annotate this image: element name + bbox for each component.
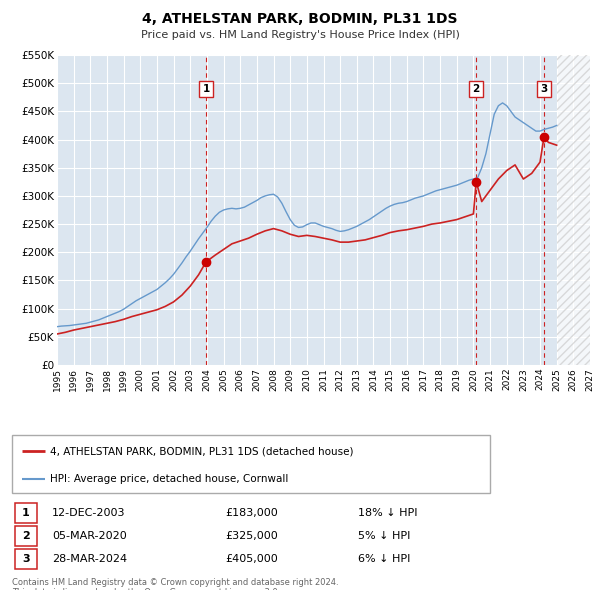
Text: 4, ATHELSTAN PARK, BODMIN, PL31 1DS (detached house): 4, ATHELSTAN PARK, BODMIN, PL31 1DS (det… — [50, 446, 354, 456]
Text: Price paid vs. HM Land Registry's House Price Index (HPI): Price paid vs. HM Land Registry's House … — [140, 30, 460, 40]
Text: 2: 2 — [22, 531, 29, 541]
FancyBboxPatch shape — [15, 503, 37, 523]
Text: 12-DEC-2003: 12-DEC-2003 — [52, 508, 126, 518]
Text: 05-MAR-2020: 05-MAR-2020 — [52, 531, 127, 541]
Text: £325,000: £325,000 — [225, 531, 278, 541]
Text: £183,000: £183,000 — [225, 508, 278, 518]
Text: 2: 2 — [473, 84, 480, 94]
Text: 5% ↓ HPI: 5% ↓ HPI — [358, 531, 410, 541]
Text: 18% ↓ HPI: 18% ↓ HPI — [358, 508, 417, 518]
Text: 3: 3 — [22, 554, 29, 564]
Text: £405,000: £405,000 — [225, 554, 278, 564]
Text: 6% ↓ HPI: 6% ↓ HPI — [358, 554, 410, 564]
FancyBboxPatch shape — [15, 549, 37, 569]
FancyBboxPatch shape — [15, 526, 37, 546]
FancyBboxPatch shape — [12, 435, 490, 493]
Text: Contains HM Land Registry data © Crown copyright and database right 2024.
This d: Contains HM Land Registry data © Crown c… — [12, 578, 338, 590]
Text: HPI: Average price, detached house, Cornwall: HPI: Average price, detached house, Corn… — [50, 474, 289, 483]
Text: 4, ATHELSTAN PARK, BODMIN, PL31 1DS: 4, ATHELSTAN PARK, BODMIN, PL31 1DS — [142, 12, 458, 26]
Text: 1: 1 — [22, 508, 29, 518]
Text: 28-MAR-2024: 28-MAR-2024 — [52, 554, 127, 564]
Text: 3: 3 — [541, 84, 548, 94]
Text: 1: 1 — [202, 84, 209, 94]
